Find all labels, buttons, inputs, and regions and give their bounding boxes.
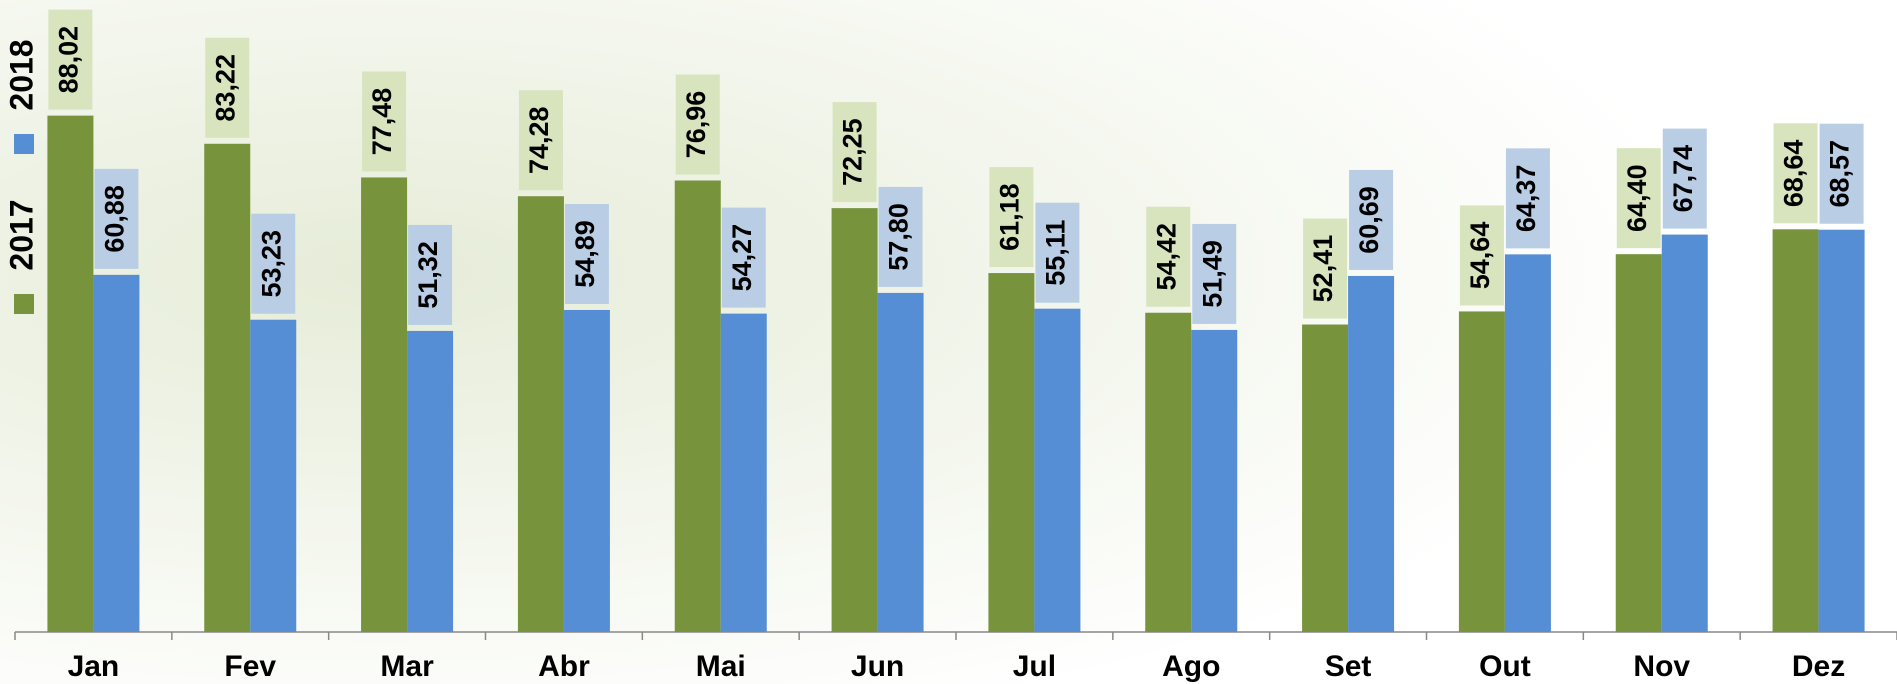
bar [564,310,610,632]
value-label: 77,48 [367,88,397,156]
bar [878,293,924,632]
bar [518,196,564,632]
bar [204,144,250,632]
legend-swatch [14,294,34,314]
x-tick-label: Nov [1633,650,1690,683]
value-label: 54,27 [727,224,757,292]
value-label: 54,89 [570,220,600,288]
bar [93,275,139,632]
bar [1616,254,1662,632]
x-tick-label: Mar [380,650,434,683]
x-tick-label: Dez [1792,650,1845,683]
value-label: 68,64 [1779,140,1809,208]
value-label: 88,02 [54,26,84,94]
value-label: 53,23 [256,230,286,298]
bar [721,314,767,632]
bar [1505,254,1551,632]
bar [1662,235,1708,632]
bar [1459,311,1505,632]
value-label: 61,18 [995,183,1025,251]
x-tick-label: Jul [1013,650,1056,683]
value-label: 74,28 [524,106,554,174]
value-label: 76,96 [681,91,711,159]
value-label: 64,37 [1511,165,1541,233]
value-label: 51,49 [1197,240,1227,308]
x-tick-label: Fev [224,650,276,683]
value-label: 57,80 [884,203,914,271]
bar [1191,330,1237,632]
value-label: 64,40 [1622,164,1652,232]
value-label: 52,41 [1308,235,1338,303]
x-tick-label: Mai [696,650,746,683]
value-label: 55,11 [1041,220,1071,286]
bar [361,177,407,632]
bar [47,116,93,632]
bar [250,320,296,632]
legend-label: 2017 [3,199,39,270]
x-tick-label: Jan [68,650,120,683]
bar [1348,276,1394,632]
value-label: 72,25 [838,118,868,186]
bar [407,331,453,632]
value-label: 54,64 [1465,222,1495,290]
bar [1302,325,1348,632]
bar [1773,229,1819,632]
chart: 2017 2018 Jan 88,02 60,88 Fev 83,22 53,23 Mar 77… [0,0,1897,684]
value-label: 67,74 [1668,145,1698,213]
value-label: 51,32 [413,241,443,309]
x-tick-label: Abr [538,650,590,683]
legend-swatch [14,134,34,154]
value-label: 60,69 [1354,186,1384,254]
x-tick-label: Out [1479,650,1531,683]
value-label: 54,42 [1151,223,1181,291]
legend-label: 2018 [3,39,39,110]
bar [1819,230,1865,632]
x-tick-label: Jun [851,650,904,683]
bar [675,181,721,632]
x-tick-label: Set [1325,650,1372,683]
value-label: 68,57 [1825,140,1855,208]
bar [1034,309,1080,632]
bar [988,273,1034,632]
value-label: 60,88 [100,185,130,253]
bar [832,208,878,632]
x-tick-label: Ago [1162,650,1220,683]
bar [1145,313,1191,632]
value-label: 83,22 [210,54,240,122]
